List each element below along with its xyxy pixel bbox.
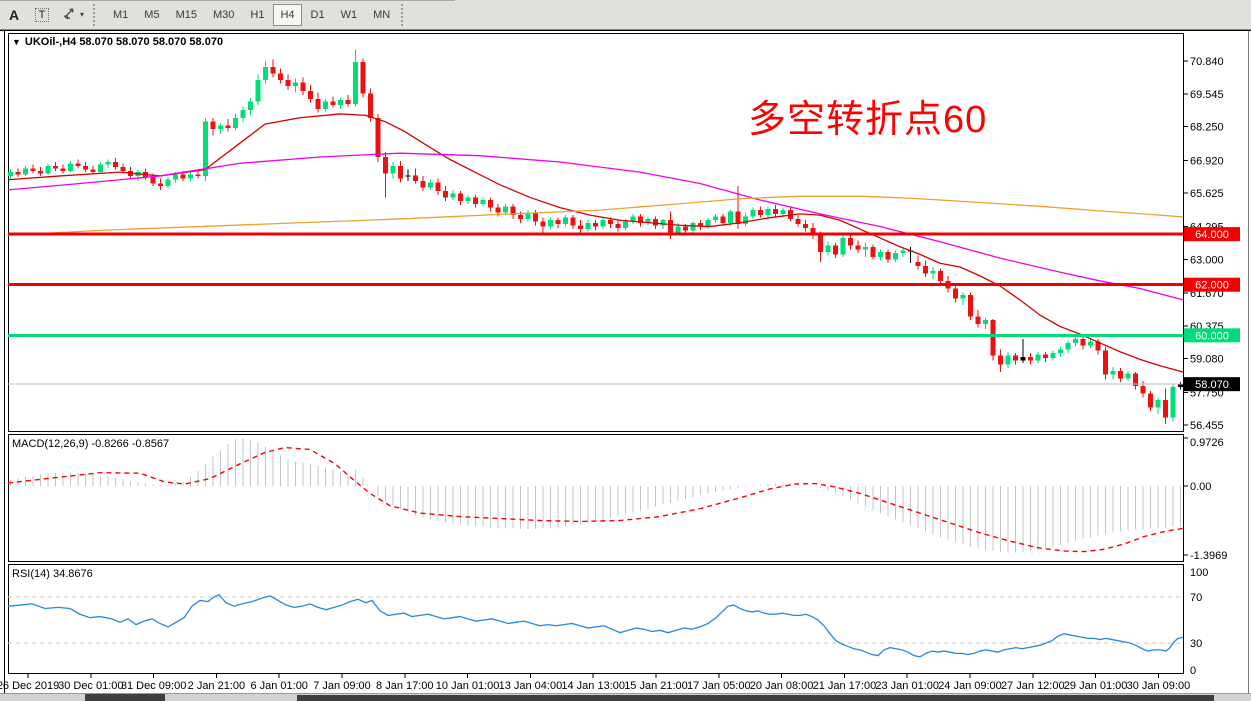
svg-text:56.455: 56.455 bbox=[1190, 420, 1224, 432]
svg-text:30 Jan 09:00: 30 Jan 09:00 bbox=[1127, 680, 1191, 692]
svg-text:6 Jan 01:00: 6 Jan 01:00 bbox=[250, 680, 308, 692]
svg-text:21 Jan 17:00: 21 Jan 17:00 bbox=[813, 680, 877, 692]
chart-text-annotation[interactable]: 多空转折点60 bbox=[748, 99, 988, 141]
symbol-ohlc-text: UKOil-,H4 58.070 58.070 58.070 58.070 bbox=[24, 36, 224, 48]
svg-text:20 Jan 08:00: 20 Jan 08:00 bbox=[750, 680, 814, 692]
ma-slow-line bbox=[7, 195, 1184, 237]
svg-text:10 Jan 01:00: 10 Jan 01:00 bbox=[436, 680, 500, 692]
toolbar-separator-2 bbox=[401, 3, 410, 26]
cursor-tool-icon: A bbox=[8, 6, 20, 23]
ma-mid-line bbox=[7, 152, 1184, 301]
svg-text:59.080: 59.080 bbox=[1190, 354, 1224, 366]
svg-text:7 Jan 09:00: 7 Jan 09:00 bbox=[313, 680, 371, 692]
price-axis: 70.84069.54568.25066.92065.62564.29563.0… bbox=[1183, 56, 1240, 432]
svg-text:65.625: 65.625 bbox=[1190, 188, 1224, 200]
bottom-scroll-strip[interactable] bbox=[0, 693, 1251, 701]
svg-text:24 Jan 09:00: 24 Jan 09:00 bbox=[938, 680, 1002, 692]
svg-text:27 Jan 12:00: 27 Jan 12:00 bbox=[1001, 680, 1065, 692]
macd-axis: 0.9726 0.00 -1.3969 bbox=[1183, 437, 1227, 562]
svg-text:29 Jan 01:00: 29 Jan 01:00 bbox=[1064, 680, 1128, 692]
svg-text:14 Jan 13:00: 14 Jan 13:00 bbox=[561, 680, 625, 692]
svg-text:70.840: 70.840 bbox=[1190, 56, 1224, 68]
svg-text:0: 0 bbox=[1190, 665, 1196, 677]
chart-window-chrome bbox=[0, 30, 1251, 701]
timeframe-button-W1[interactable]: W1 bbox=[334, 4, 365, 26]
text-tool-button[interactable]: T bbox=[30, 3, 54, 27]
shapes-tool-button[interactable]: ▾ bbox=[58, 3, 88, 27]
rsi-axis: 100 70 30 0 bbox=[1190, 567, 1208, 677]
svg-text:-1.3969: -1.3969 bbox=[1190, 550, 1227, 562]
timeframe-bar: M1 M5 M15 M30 H1 H4 D1 W1 MN bbox=[105, 3, 398, 26]
svg-text:13 Jan 04:00: 13 Jan 04:00 bbox=[499, 680, 563, 692]
rsi-line bbox=[7, 593, 1184, 658]
top-toolbar: A T ▾ M1 M5 M15 M30 H1 H4 D1 W1 MN bbox=[0, 0, 1251, 30]
timeframe-button-MN[interactable]: MN bbox=[366, 4, 397, 26]
macd-signal-line bbox=[7, 446, 1184, 553]
svg-text:8 Jan 17:00: 8 Jan 17:00 bbox=[376, 680, 434, 692]
horizontal-price-lines[interactable] bbox=[8, 232, 1183, 385]
symbol-dropdown-icon[interactable]: ▼ bbox=[12, 37, 21, 47]
arrow-cursor-button[interactable]: A bbox=[2, 3, 26, 27]
svg-text:0.9726: 0.9726 bbox=[1190, 437, 1224, 449]
svg-text:23 Jan 01:00: 23 Jan 01:00 bbox=[875, 680, 939, 692]
timeframe-button-M1[interactable]: M1 bbox=[106, 4, 135, 26]
svg-text:15 Jan 21:00: 15 Jan 21:00 bbox=[624, 680, 688, 692]
timeframe-button-M30[interactable]: M30 bbox=[206, 4, 241, 26]
svg-text:30 Dec 01:00: 30 Dec 01:00 bbox=[58, 680, 123, 692]
svg-text:60.000: 60.000 bbox=[1195, 330, 1229, 342]
svg-text:30: 30 bbox=[1190, 638, 1202, 650]
timeframe-button-M15[interactable]: M15 bbox=[169, 4, 204, 26]
macd-indicator-label: MACD(12,26,9) -0.8266 -0.8567 bbox=[12, 438, 170, 450]
timeframe-button-H1[interactable]: H1 bbox=[243, 4, 271, 26]
svg-text:58.070: 58.070 bbox=[1195, 379, 1229, 391]
timeframe-button-M5[interactable]: M5 bbox=[137, 4, 166, 26]
macd-histogram bbox=[9, 438, 1182, 553]
rsi-pane bbox=[8, 596, 1183, 644]
svg-text:2 Jan 21:00: 2 Jan 21:00 bbox=[188, 680, 246, 692]
svg-text:100: 100 bbox=[1190, 567, 1208, 579]
svg-text:69.545: 69.545 bbox=[1190, 89, 1224, 101]
svg-text:66.920: 66.920 bbox=[1190, 155, 1224, 167]
svg-text:64.000: 64.000 bbox=[1195, 229, 1229, 241]
toolbar-separator bbox=[93, 3, 102, 26]
diagonal-arrows-icon bbox=[62, 6, 78, 23]
svg-text:0.00: 0.00 bbox=[1190, 481, 1211, 493]
svg-text:68.250: 68.250 bbox=[1190, 122, 1224, 134]
timeframe-button-D1[interactable]: D1 bbox=[304, 4, 332, 26]
text-tool-icon: T bbox=[34, 7, 50, 22]
chevron-down-icon: ▾ bbox=[80, 10, 85, 19]
svg-text:17 Jan 05:00: 17 Jan 05:00 bbox=[687, 680, 751, 692]
ma-fast-line bbox=[7, 113, 1184, 373]
svg-text:62.000: 62.000 bbox=[1195, 280, 1229, 292]
svg-text:63.000: 63.000 bbox=[1190, 254, 1224, 266]
svg-text:31 Dec 09:00: 31 Dec 09:00 bbox=[121, 680, 186, 692]
rsi-indicator-label: RSI(14) 34.8676 bbox=[12, 568, 93, 580]
svg-text:26 Dec 2019: 26 Dec 2019 bbox=[0, 680, 59, 692]
toolbar-top-edge bbox=[0, 0, 455, 1]
symbol-title[interactable]: ▼ UKOil-,H4 58.070 58.070 58.070 58.070 bbox=[12, 36, 223, 48]
svg-text:70: 70 bbox=[1190, 592, 1202, 604]
timeframe-button-H4[interactable]: H4 bbox=[273, 3, 302, 26]
